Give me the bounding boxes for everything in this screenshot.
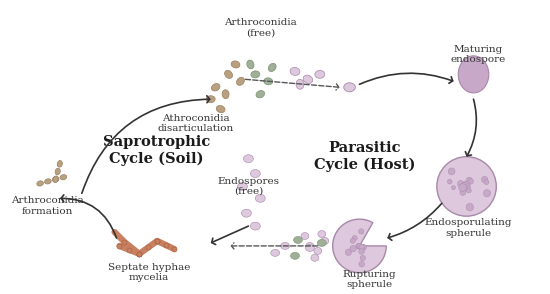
Circle shape bbox=[484, 180, 489, 185]
Circle shape bbox=[356, 243, 361, 248]
Ellipse shape bbox=[264, 78, 273, 85]
Ellipse shape bbox=[52, 177, 59, 182]
Circle shape bbox=[360, 245, 366, 250]
Ellipse shape bbox=[60, 175, 67, 180]
Ellipse shape bbox=[216, 106, 225, 113]
Ellipse shape bbox=[251, 71, 260, 78]
Circle shape bbox=[460, 189, 466, 196]
Ellipse shape bbox=[238, 183, 248, 191]
Ellipse shape bbox=[211, 83, 220, 91]
Circle shape bbox=[359, 249, 364, 254]
Ellipse shape bbox=[255, 194, 265, 202]
Ellipse shape bbox=[296, 79, 304, 89]
Text: Arthroconidia
formation: Arthroconidia formation bbox=[10, 196, 84, 216]
Circle shape bbox=[359, 229, 364, 234]
Ellipse shape bbox=[45, 179, 51, 184]
Ellipse shape bbox=[268, 63, 276, 71]
Text: Endosporulating
spherule: Endosporulating spherule bbox=[425, 218, 512, 238]
Circle shape bbox=[468, 179, 474, 184]
Circle shape bbox=[437, 157, 496, 216]
Circle shape bbox=[448, 168, 455, 175]
Polygon shape bbox=[333, 219, 386, 273]
Text: Parasitic
Cycle (Host): Parasitic Cycle (Host) bbox=[314, 141, 415, 172]
Text: Septate hyphae
mycelia: Septate hyphae mycelia bbox=[108, 263, 190, 282]
Ellipse shape bbox=[55, 168, 60, 175]
Ellipse shape bbox=[306, 243, 314, 249]
Circle shape bbox=[463, 181, 469, 188]
Circle shape bbox=[466, 188, 471, 193]
Ellipse shape bbox=[311, 254, 319, 261]
Text: Maturing
endospore: Maturing endospore bbox=[451, 45, 506, 64]
Circle shape bbox=[350, 245, 356, 252]
Ellipse shape bbox=[318, 230, 326, 238]
Ellipse shape bbox=[236, 77, 244, 85]
Ellipse shape bbox=[303, 75, 313, 83]
Circle shape bbox=[483, 190, 491, 197]
Ellipse shape bbox=[458, 56, 489, 93]
Circle shape bbox=[461, 187, 466, 191]
Ellipse shape bbox=[247, 60, 254, 69]
Ellipse shape bbox=[305, 244, 315, 251]
Text: Endospores
(free): Endospores (free) bbox=[217, 176, 279, 196]
Circle shape bbox=[350, 238, 355, 243]
Ellipse shape bbox=[344, 83, 355, 92]
Ellipse shape bbox=[250, 170, 260, 178]
Circle shape bbox=[466, 203, 474, 211]
Circle shape bbox=[447, 179, 452, 184]
Ellipse shape bbox=[301, 233, 309, 240]
Ellipse shape bbox=[290, 252, 299, 259]
Circle shape bbox=[357, 243, 363, 249]
Ellipse shape bbox=[241, 209, 251, 217]
Ellipse shape bbox=[321, 238, 329, 244]
Circle shape bbox=[458, 181, 464, 187]
Text: Athroconidia
disarticulation: Athroconidia disarticulation bbox=[158, 114, 234, 133]
Circle shape bbox=[459, 184, 466, 191]
Circle shape bbox=[463, 183, 470, 191]
Ellipse shape bbox=[53, 176, 58, 183]
Circle shape bbox=[359, 244, 365, 250]
Circle shape bbox=[461, 186, 466, 191]
Ellipse shape bbox=[57, 161, 62, 167]
Circle shape bbox=[452, 186, 455, 190]
Ellipse shape bbox=[244, 155, 254, 163]
Circle shape bbox=[360, 255, 365, 261]
Text: Saprotrophic
Cycle (Soil): Saprotrophic Cycle (Soil) bbox=[102, 136, 210, 166]
Ellipse shape bbox=[231, 61, 240, 68]
Ellipse shape bbox=[37, 181, 43, 186]
Text: Arthroconidia
(free): Arthroconidia (free) bbox=[224, 18, 296, 37]
Ellipse shape bbox=[317, 240, 326, 246]
Circle shape bbox=[359, 261, 365, 267]
Ellipse shape bbox=[250, 222, 260, 230]
Circle shape bbox=[466, 177, 472, 183]
Ellipse shape bbox=[206, 96, 215, 103]
Ellipse shape bbox=[314, 248, 322, 254]
Ellipse shape bbox=[280, 243, 289, 249]
Circle shape bbox=[361, 244, 366, 250]
Text: Rupturing
spherule: Rupturing spherule bbox=[343, 270, 396, 289]
Circle shape bbox=[345, 249, 351, 255]
Ellipse shape bbox=[271, 249, 279, 256]
Ellipse shape bbox=[222, 90, 229, 99]
Ellipse shape bbox=[290, 67, 300, 75]
Circle shape bbox=[352, 235, 357, 240]
Ellipse shape bbox=[256, 91, 265, 98]
Ellipse shape bbox=[294, 236, 302, 243]
Ellipse shape bbox=[315, 70, 324, 78]
Circle shape bbox=[461, 183, 467, 188]
Ellipse shape bbox=[224, 70, 233, 78]
Circle shape bbox=[356, 244, 361, 249]
Circle shape bbox=[481, 176, 488, 183]
